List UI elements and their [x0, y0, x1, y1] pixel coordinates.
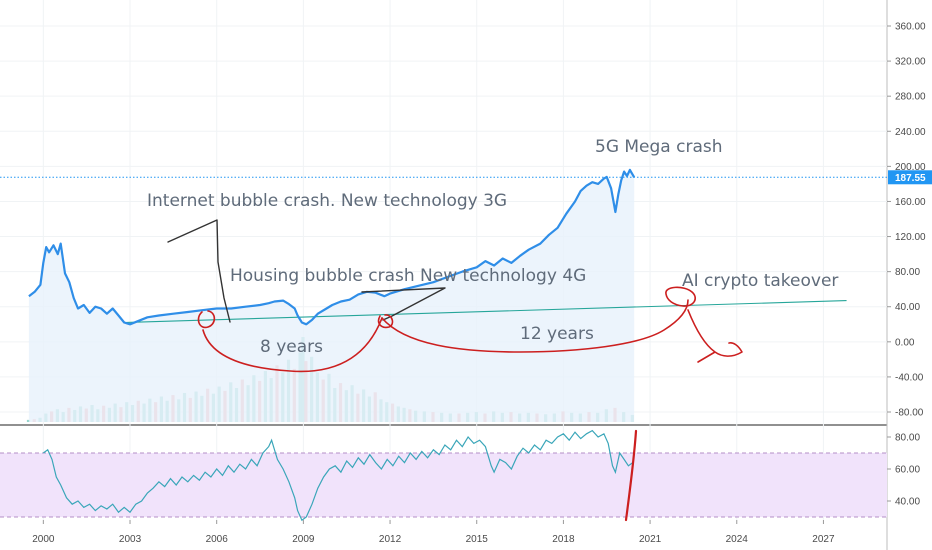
- price-area-fill: [28, 169, 635, 422]
- y-tick-label: 80.00: [895, 267, 920, 278]
- red-down-arrow: [687, 309, 743, 363]
- red-arc-8-years: [202, 317, 383, 373]
- y-tick-label: -40.00: [895, 372, 924, 383]
- x-tick-label: 2006: [206, 534, 229, 545]
- annotation-4g: Housing bubble crash New technology 4G: [230, 266, 586, 286]
- red-arc-12-years: [381, 299, 689, 353]
- rsi-line: [42, 429, 634, 522]
- annotation-12-years: 12 years: [520, 324, 594, 344]
- y-tick-label: 320.00: [895, 57, 926, 68]
- rsi-y-tick-label: 60.00: [895, 465, 920, 476]
- price-series: [28, 168, 636, 326]
- y-tick-label: 200.00: [895, 162, 926, 173]
- y-tick-label: 120.00: [895, 232, 926, 243]
- y-tick-label: -80.00: [895, 408, 924, 419]
- y-tick-label: 280.00: [895, 92, 926, 103]
- x-tick-label: 2021: [639, 534, 662, 545]
- y-tick-label: 40.00: [895, 302, 920, 313]
- volume-bar: [26, 419, 31, 422]
- x-tick-label: 2000: [32, 534, 55, 545]
- red-circle-2002: [197, 310, 216, 329]
- annotation-3g: Internet bubble crash. New technology 3G: [147, 191, 507, 211]
- annotation-5g: 5G Mega crash: [595, 137, 723, 157]
- annotation-ai: AI crypto takeover: [682, 271, 838, 291]
- x-axis-ticks[interactable]: 2000 2003 2006 2009 2012 2015 2018 2021 2024 2027: [32, 520, 835, 545]
- red-circle-2009: [377, 314, 394, 329]
- red-circle-target: [665, 286, 696, 307]
- red-rsi-slash: [624, 429, 638, 522]
- x-tick-label: 2009: [292, 534, 315, 545]
- trend-line-group: [124, 300, 847, 324]
- rsi-y-tick-label: 80.00: [895, 433, 920, 444]
- rsi-pane[interactable]: 80.00 60.00 40.00: [0, 429, 920, 522]
- rsi-band: [0, 453, 887, 517]
- y-tick-label: 360.00: [895, 22, 926, 33]
- rsi-y-tick-label: 40.00: [895, 497, 920, 508]
- trend-line: [124, 300, 847, 324]
- annotation-8-years: 8 years: [260, 337, 323, 357]
- x-tick-label: 2015: [466, 534, 489, 545]
- x-tick-label: 2024: [726, 534, 749, 545]
- y-tick-label: 0.00: [895, 337, 915, 348]
- x-tick-label: 2018: [552, 534, 575, 545]
- pen-wedge-2009: [361, 287, 446, 321]
- pen-drawings: [167, 219, 743, 522]
- price-area: [28, 169, 635, 422]
- x-tick-label: 2003: [119, 534, 142, 545]
- pen-wedge-2000: [167, 219, 231, 323]
- price-line: [28, 168, 636, 326]
- y-axis-ticks[interactable]: 360.00 320.00 280.00 240.00 200.00 160.00 120.…: [887, 22, 926, 419]
- x-tick-label: 2027: [812, 534, 835, 545]
- last-price-badge[interactable]: [888, 170, 932, 185]
- last-price-value: 187.55: [895, 173, 926, 184]
- y-tick-label: 240.00: [895, 127, 926, 138]
- y-tick-label: 160.00: [895, 197, 926, 208]
- x-tick-label: 2012: [379, 534, 402, 545]
